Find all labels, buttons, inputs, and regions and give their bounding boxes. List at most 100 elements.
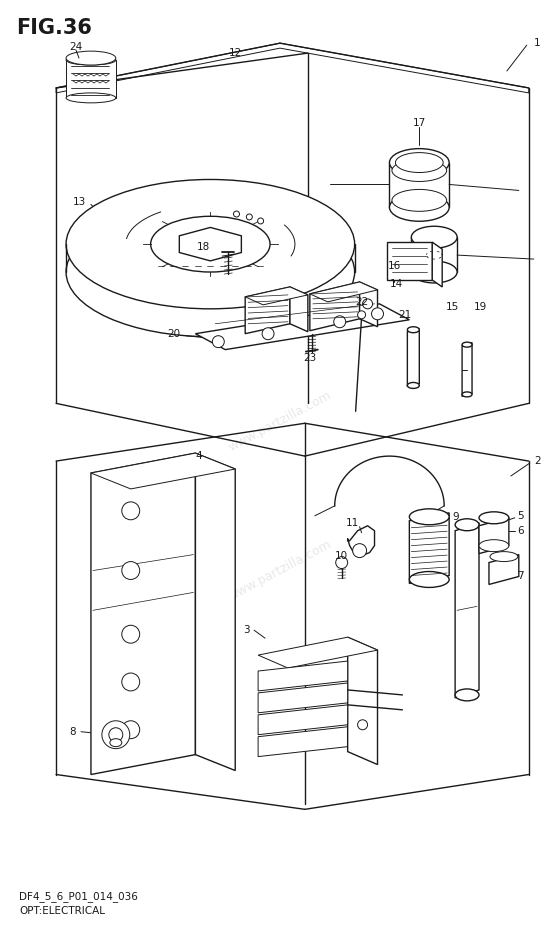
Polygon shape <box>245 287 290 334</box>
Ellipse shape <box>407 327 419 333</box>
Ellipse shape <box>412 262 457 283</box>
Text: 14: 14 <box>389 279 403 289</box>
Polygon shape <box>462 342 472 397</box>
Text: 23: 23 <box>303 353 316 362</box>
Circle shape <box>358 720 367 729</box>
Ellipse shape <box>412 226 457 248</box>
Circle shape <box>234 211 240 217</box>
Polygon shape <box>56 43 529 93</box>
Text: 13: 13 <box>73 198 86 207</box>
Circle shape <box>122 721 139 739</box>
Circle shape <box>353 544 367 557</box>
Text: 18: 18 <box>197 243 211 252</box>
Ellipse shape <box>490 552 518 562</box>
Text: 15: 15 <box>446 301 459 312</box>
Ellipse shape <box>110 739 122 747</box>
Polygon shape <box>348 637 377 765</box>
Polygon shape <box>195 304 409 350</box>
Text: 20: 20 <box>167 329 180 339</box>
Text: OPT:ELECTRICAL: OPT:ELECTRICAL <box>19 906 105 916</box>
Circle shape <box>362 299 372 309</box>
Text: 4: 4 <box>195 451 202 461</box>
Ellipse shape <box>151 216 270 272</box>
Polygon shape <box>258 637 377 668</box>
Circle shape <box>262 328 274 340</box>
Ellipse shape <box>66 180 354 309</box>
Polygon shape <box>91 453 195 774</box>
Polygon shape <box>455 523 479 698</box>
Text: 21: 21 <box>398 310 411 320</box>
Polygon shape <box>479 517 509 553</box>
Circle shape <box>109 728 123 742</box>
Ellipse shape <box>66 55 116 65</box>
Circle shape <box>122 562 139 579</box>
Ellipse shape <box>462 342 472 347</box>
Text: 17: 17 <box>413 118 426 127</box>
Polygon shape <box>258 727 348 757</box>
Polygon shape <box>432 243 442 287</box>
Ellipse shape <box>407 382 419 388</box>
Text: 3: 3 <box>244 625 250 635</box>
Ellipse shape <box>395 152 443 172</box>
Polygon shape <box>258 661 348 691</box>
Text: 16: 16 <box>388 261 401 271</box>
Polygon shape <box>258 683 348 713</box>
Circle shape <box>122 625 139 643</box>
Polygon shape <box>388 243 432 280</box>
Polygon shape <box>245 287 308 305</box>
Text: 9: 9 <box>452 512 459 522</box>
Ellipse shape <box>389 193 449 222</box>
Ellipse shape <box>455 519 479 531</box>
Text: 10: 10 <box>335 551 348 560</box>
Circle shape <box>371 308 384 320</box>
Polygon shape <box>258 705 348 735</box>
Text: 24: 24 <box>69 42 82 52</box>
Text: 11: 11 <box>346 517 360 528</box>
Polygon shape <box>412 237 457 272</box>
Text: FIG.36: FIG.36 <box>16 18 92 38</box>
Ellipse shape <box>479 539 509 552</box>
Ellipse shape <box>66 93 116 103</box>
Polygon shape <box>91 453 235 489</box>
Text: www.partzilla.com: www.partzilla.com <box>226 389 334 454</box>
Text: DF4_5_6_P01_014_036: DF4_5_6_P01_014_036 <box>19 891 138 902</box>
Polygon shape <box>66 60 116 98</box>
Polygon shape <box>290 287 308 332</box>
Polygon shape <box>407 329 419 386</box>
Circle shape <box>102 721 130 748</box>
Polygon shape <box>179 227 241 261</box>
Ellipse shape <box>66 51 116 65</box>
Polygon shape <box>310 281 377 301</box>
Circle shape <box>258 218 264 223</box>
Text: 5: 5 <box>517 511 524 521</box>
Text: 2: 2 <box>535 456 542 466</box>
Text: 7: 7 <box>517 571 524 580</box>
Text: 1: 1 <box>534 38 540 49</box>
Text: 12: 12 <box>228 49 242 58</box>
Ellipse shape <box>392 160 447 182</box>
Text: 8: 8 <box>69 727 76 737</box>
Circle shape <box>358 311 366 319</box>
Ellipse shape <box>479 512 509 524</box>
Circle shape <box>122 673 139 691</box>
Circle shape <box>122 502 139 520</box>
Text: www.partzilla.com: www.partzilla.com <box>226 538 334 603</box>
Ellipse shape <box>392 189 447 211</box>
Polygon shape <box>489 554 519 585</box>
Ellipse shape <box>66 207 354 337</box>
Ellipse shape <box>389 148 449 177</box>
Polygon shape <box>195 453 235 770</box>
Text: 19: 19 <box>474 301 487 312</box>
Circle shape <box>334 316 346 328</box>
Circle shape <box>212 336 224 348</box>
Polygon shape <box>310 281 360 331</box>
Ellipse shape <box>409 572 449 588</box>
Polygon shape <box>409 513 449 584</box>
Ellipse shape <box>455 689 479 701</box>
Circle shape <box>336 556 348 569</box>
Text: 6: 6 <box>517 526 524 535</box>
Text: 22: 22 <box>355 297 368 307</box>
Circle shape <box>246 214 253 220</box>
Ellipse shape <box>462 392 472 397</box>
Polygon shape <box>360 281 377 327</box>
